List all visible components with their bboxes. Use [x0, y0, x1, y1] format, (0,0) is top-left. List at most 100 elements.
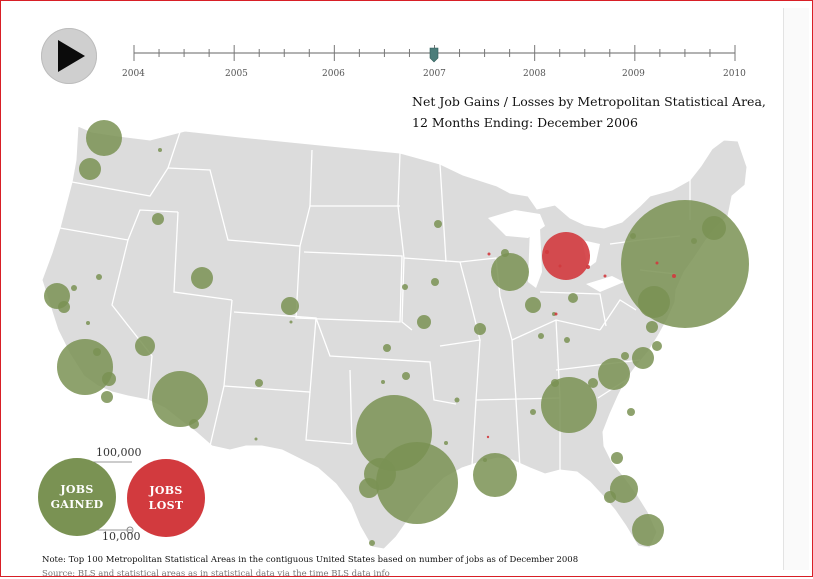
metro-bubble-gain[interactable]: [152, 213, 164, 225]
year-label-2010[interactable]: 2010: [723, 69, 746, 79]
metro-bubble-gain[interactable]: [281, 297, 299, 315]
metro-bubble-gain[interactable]: [376, 442, 458, 524]
metro-bubble-gain[interactable]: [71, 285, 77, 291]
us-landmass: [41, 125, 748, 550]
metro-bubble-loss[interactable]: [545, 250, 549, 254]
metro-bubble-gain[interactable]: [431, 278, 439, 286]
metro-bubble-gain[interactable]: [568, 293, 578, 303]
metro-bubble-gain[interactable]: [189, 419, 199, 429]
metro-bubble-loss[interactable]: [487, 252, 491, 256]
legend-lost-circle: JOBS LOST: [127, 459, 205, 537]
metro-bubble-gain[interactable]: [702, 216, 726, 240]
metro-bubble-gain[interactable]: [632, 347, 654, 369]
metro-bubble-gain[interactable]: [402, 372, 410, 380]
metro-bubble-loss[interactable]: [554, 312, 558, 316]
lake-michigan: [528, 226, 542, 288]
metro-bubble-gain[interactable]: [598, 358, 630, 390]
metro-bubble-gain[interactable]: [530, 409, 536, 415]
metro-bubble-gain[interactable]: [102, 372, 116, 386]
metro-bubble-loss[interactable]: [672, 274, 676, 278]
metro-bubble-gain[interactable]: [627, 408, 635, 416]
metro-bubble-gain[interactable]: [691, 238, 697, 244]
year-label-2008[interactable]: 2008: [523, 69, 546, 79]
metro-bubble-loss[interactable]: [558, 264, 562, 268]
map-title: Net Job Gains / Losses by Metropolitan S…: [412, 91, 766, 133]
metro-bubble-gain[interactable]: [632, 514, 664, 546]
metro-bubble-gain[interactable]: [501, 249, 509, 257]
legend-gained-circle: JOBS GAINED: [38, 458, 116, 536]
footnote: Note: Top 100 Metropolitan Statistical A…: [42, 555, 579, 565]
legend-gained-line2: GAINED: [50, 498, 104, 511]
year-label-2007[interactable]: 2007: [423, 69, 446, 79]
metro-bubble-gain[interactable]: [610, 475, 638, 503]
metro-bubble-gain[interactable]: [359, 478, 379, 498]
metro-bubble-gain[interactable]: [630, 233, 636, 239]
metro-bubble-gain[interactable]: [289, 320, 293, 324]
metro-bubble-gain[interactable]: [383, 344, 391, 352]
timeline-slider[interactable]: [0, 0, 813, 90]
metro-bubble-gain[interactable]: [191, 267, 213, 289]
metro-bubble-gain[interactable]: [652, 341, 662, 351]
metro-bubble-gain[interactable]: [58, 301, 70, 313]
lake-erie: [586, 276, 624, 292]
map-title-line1: Net Job Gains / Losses by Metropolitan S…: [412, 94, 766, 109]
metro-bubble-gain[interactable]: [474, 323, 486, 335]
metro-bubble-gain[interactable]: [541, 377, 597, 433]
metro-bubble-gain[interactable]: [646, 321, 658, 333]
metro-bubble-gain[interactable]: [551, 379, 559, 387]
metro-bubble-gain[interactable]: [369, 540, 375, 546]
legend-lost-line1: JOBS: [149, 484, 183, 497]
metro-bubble-loss[interactable]: [586, 265, 590, 269]
metro-bubble-loss[interactable]: [542, 232, 590, 280]
year-label-2004[interactable]: 2004: [122, 69, 145, 79]
legend-lost-line2: LOST: [148, 499, 184, 512]
metro-bubble-gain[interactable]: [611, 452, 623, 464]
metro-bubble-gain[interactable]: [158, 148, 162, 152]
metro-bubble-gain[interactable]: [588, 378, 598, 388]
metro-bubble-gain[interactable]: [93, 348, 101, 356]
metro-bubble-gain[interactable]: [454, 397, 460, 403]
year-label-2009[interactable]: 2009: [622, 69, 645, 79]
metro-bubble-gain[interactable]: [483, 458, 487, 462]
metro-bubble-gain[interactable]: [564, 337, 570, 343]
metro-bubble-gain[interactable]: [135, 336, 155, 356]
metro-bubble-gain[interactable]: [638, 286, 670, 318]
metro-bubble-gain[interactable]: [473, 453, 517, 497]
metro-bubble-gain[interactable]: [255, 379, 263, 387]
metro-bubbles: [44, 120, 749, 546]
year-label-2005[interactable]: 2005: [225, 69, 248, 79]
metro-bubble-gain[interactable]: [86, 120, 122, 156]
play-icon: [58, 40, 85, 72]
metro-bubble-gain[interactable]: [434, 220, 442, 228]
legend-scale-large: 100,000: [96, 446, 142, 459]
metro-bubble-gain[interactable]: [417, 315, 431, 329]
metro-bubble-gain[interactable]: [525, 297, 541, 313]
metro-bubble-gain[interactable]: [254, 437, 258, 441]
metro-bubble-gain[interactable]: [96, 274, 102, 280]
scroll-gutter: [783, 8, 809, 570]
metro-bubble-gain[interactable]: [152, 371, 208, 427]
state-borders: [59, 131, 691, 470]
metro-bubble-gain[interactable]: [86, 321, 90, 325]
metro-bubble-gain[interactable]: [101, 391, 113, 403]
metro-bubble-gain[interactable]: [538, 333, 544, 339]
metro-bubble-gain[interactable]: [444, 441, 448, 445]
metro-bubble-gain[interactable]: [381, 380, 385, 384]
year-label-2006[interactable]: 2006: [322, 69, 345, 79]
metro-bubble-gain[interactable]: [621, 352, 629, 360]
legend-scale-small: 10,000: [102, 530, 141, 543]
metro-bubble-gain[interactable]: [402, 284, 408, 290]
map-title-line2: 12 Months Ending: December 2006: [412, 115, 638, 130]
metro-bubble-loss[interactable]: [655, 261, 659, 265]
metro-bubble-loss[interactable]: [486, 435, 490, 439]
source-note: Source: BLS and statistical areas as in …: [42, 569, 390, 579]
metro-bubble-gain[interactable]: [79, 158, 101, 180]
metro-bubble-loss[interactable]: [603, 274, 607, 278]
play-button[interactable]: [41, 28, 97, 84]
metro-bubble-gain[interactable]: [491, 253, 529, 291]
metro-bubble-gain[interactable]: [604, 491, 616, 503]
timeline-handle[interactable]: [429, 47, 439, 63]
metro-bubble-gain[interactable]: [57, 339, 113, 395]
legend-gained-line1: JOBS: [60, 483, 94, 496]
